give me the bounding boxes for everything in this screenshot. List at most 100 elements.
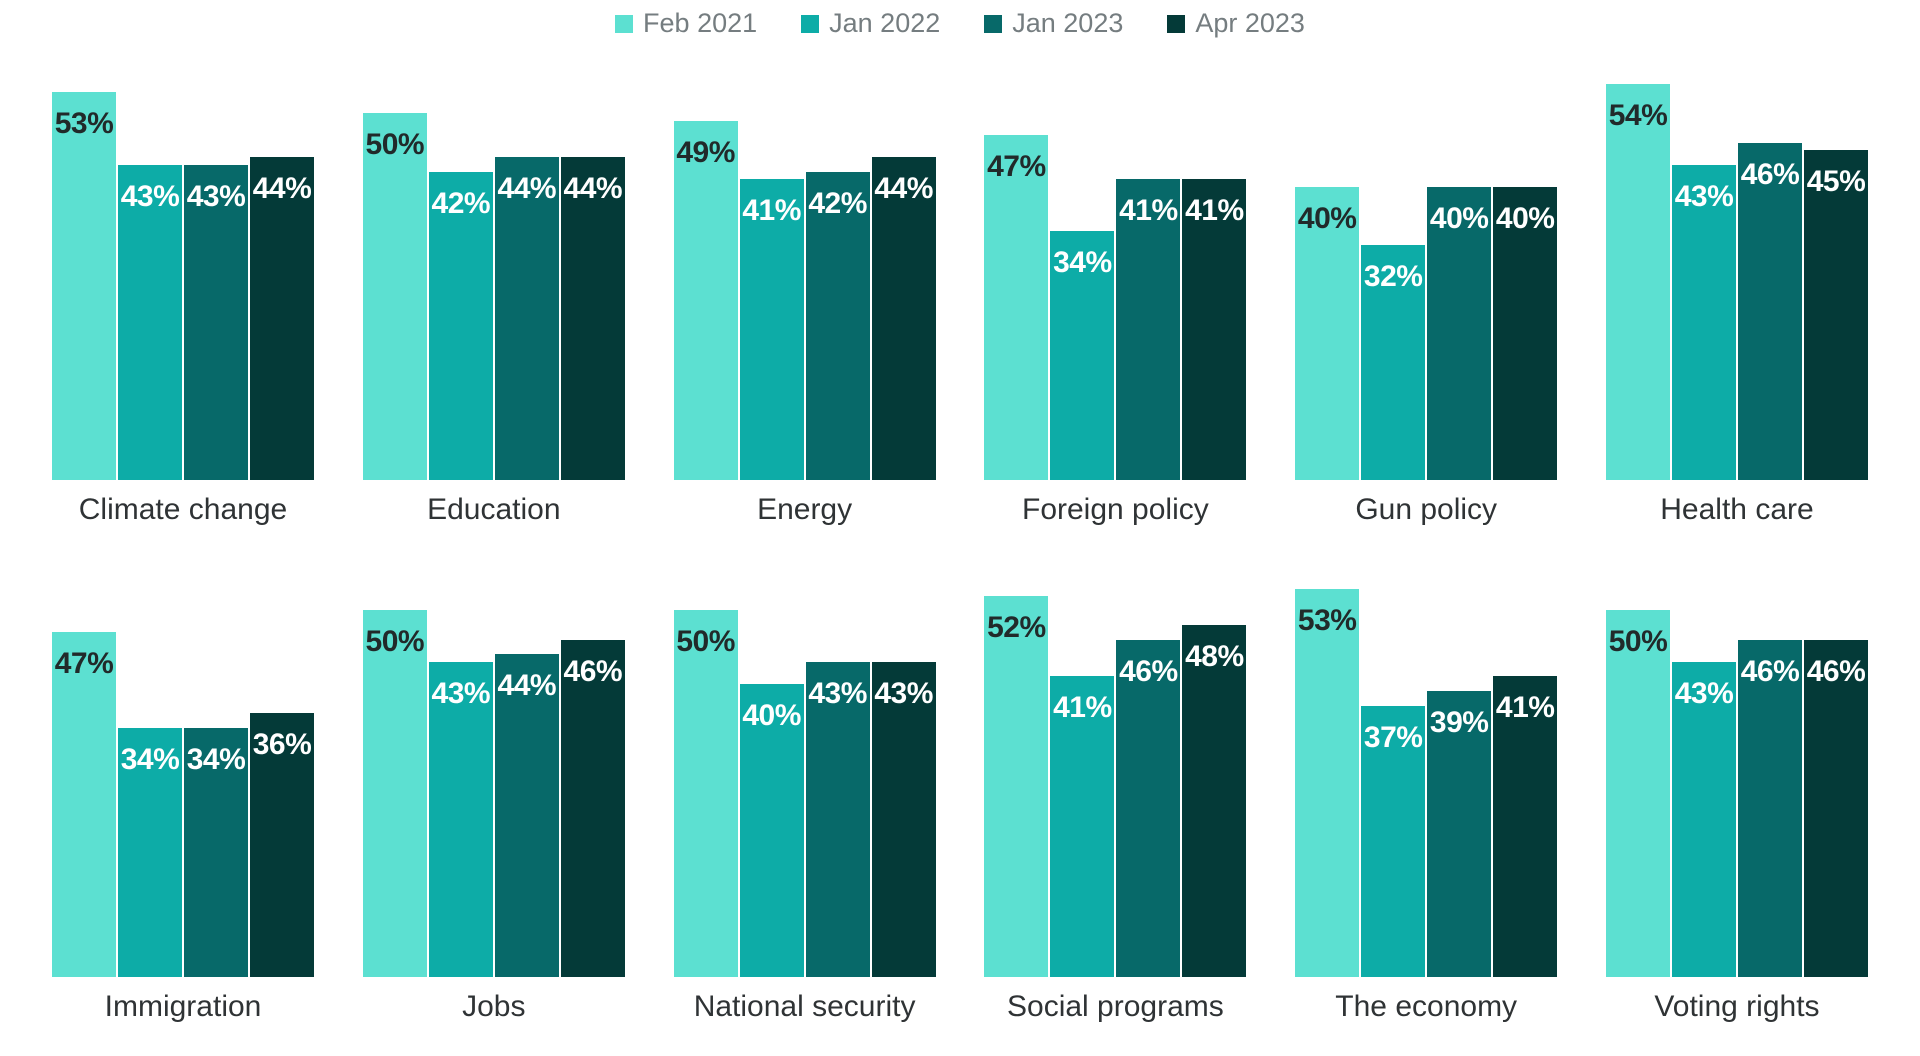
bar-value-label: 47% xyxy=(54,647,114,680)
bar-feb-2021: 40% xyxy=(1295,187,1360,480)
bar-jan-2022: 43% xyxy=(428,662,493,977)
bar-value-label: 53% xyxy=(54,107,114,140)
bar-value-label: 40% xyxy=(1429,202,1489,235)
bar-group: 50% 43% 46% 46% xyxy=(1605,567,1868,977)
legend-item-jan-2023: Jan 2023 xyxy=(984,10,1123,37)
bar-value-label: 50% xyxy=(1608,625,1668,658)
bar-apr-2023: 45% xyxy=(1803,150,1868,480)
bar-jan-2022: 40% xyxy=(739,684,804,977)
bar-jan-2023: 44% xyxy=(494,157,559,480)
bar-jan-2022: 34% xyxy=(118,728,182,977)
bar-value-label: 44% xyxy=(563,172,623,205)
bar-value-label: 46% xyxy=(1740,655,1800,688)
bar-value-label: 54% xyxy=(1608,99,1668,132)
bar-value-label: 40% xyxy=(1297,202,1357,235)
bar-apr-2023: 40% xyxy=(1493,187,1558,480)
bar-jan-2022: 37% xyxy=(1361,706,1426,977)
bar-value-label: 44% xyxy=(497,669,557,702)
mini-chart-climate-change: 53% 43% 43% 44% Climate change xyxy=(52,70,314,525)
bar-value-label: 34% xyxy=(120,743,180,776)
bar-value-label: 43% xyxy=(808,677,867,710)
mini-chart-the-economy: 53% 37% 39% 41% The economy xyxy=(1295,567,1558,1022)
category-label: Foreign policy xyxy=(1022,493,1209,526)
bar-value-label: 47% xyxy=(987,150,1046,183)
bar-group: 50% 42% 44% 44% xyxy=(362,70,625,480)
category-label: Voting rights xyxy=(1654,990,1820,1023)
mini-chart-gun-policy: 40% 32% 40% 40% Gun policy xyxy=(1295,70,1558,526)
chart-row-top: 53% 43% 43% 44% Climate change 50% 42% 44% 44%… xyxy=(52,70,1868,525)
bar-apr-2023: 46% xyxy=(560,640,625,977)
bar-value-label: 53% xyxy=(1297,604,1357,637)
legend-item-label: Apr 2023 xyxy=(1195,8,1305,38)
mini-chart-jobs: 50% 43% 44% 46% Jobs xyxy=(362,567,625,1023)
mini-chart-education: 50% 42% 44% 44% Education xyxy=(362,70,625,526)
bar-feb-2021: 53% xyxy=(52,92,116,480)
bar-jan-2022: 43% xyxy=(118,165,182,480)
bar-group: 47% 34% 41% 41% xyxy=(984,70,1247,480)
category-label: Health care xyxy=(1660,493,1814,526)
bar-group: 50% 43% 44% 46% xyxy=(362,567,625,977)
bar-value-label: 34% xyxy=(1053,246,1112,279)
bar-value-label: 43% xyxy=(874,677,933,710)
bar-jan-2023: 40% xyxy=(1427,187,1492,480)
bar-jan-2023: 41% xyxy=(1116,179,1181,480)
category-label: Jobs xyxy=(462,990,526,1023)
bar-value-label: 46% xyxy=(563,655,623,688)
bar-jan-2023: 43% xyxy=(805,662,870,977)
bar-jan-2022: 41% xyxy=(1050,676,1115,977)
legend-item-label: Feb 2021 xyxy=(643,8,758,38)
mini-chart-foreign-policy: 47% 34% 41% 41% Foreign policy xyxy=(984,70,1247,526)
bar-value-label: 42% xyxy=(808,187,867,220)
mini-chart-immigration: 47% 34% 34% 36% Immigration xyxy=(52,567,314,1022)
bar-jan-2022: 42% xyxy=(428,172,493,480)
bar-feb-2021: 52% xyxy=(984,596,1049,977)
bar-value-label: 44% xyxy=(874,172,933,205)
bar-jan-2023: 46% xyxy=(1737,143,1802,480)
bar-value-label: 44% xyxy=(497,172,557,205)
bar-group: 52% 41% 46% 48% xyxy=(984,567,1247,977)
bar-value-label: 43% xyxy=(1674,677,1734,710)
mini-chart-social-programs: 52% 41% 46% 48% Social programs xyxy=(984,567,1247,1022)
bar-apr-2023: 44% xyxy=(250,157,314,480)
bar-group: 49% 41% 42% 44% xyxy=(673,70,936,480)
bar-value-label: 34% xyxy=(186,743,246,776)
bar-feb-2021: 50% xyxy=(673,610,738,977)
legend-swatch-icon xyxy=(615,14,634,33)
bar-feb-2021: 47% xyxy=(984,135,1049,480)
bar-value-label: 43% xyxy=(120,180,180,213)
bar-value-label: 41% xyxy=(742,194,801,227)
bar-value-label: 46% xyxy=(1806,655,1866,688)
bar-value-label: 52% xyxy=(987,611,1046,644)
bar-jan-2022: 43% xyxy=(1671,165,1736,480)
bar-value-label: 46% xyxy=(1740,158,1800,191)
bar-jan-2023: 39% xyxy=(1427,691,1492,977)
bar-value-label: 43% xyxy=(431,677,491,710)
mini-chart-voting-rights: 50% 43% 46% 46% Voting rights xyxy=(1605,567,1868,1023)
bar-jan-2023: 43% xyxy=(184,165,248,480)
bar-apr-2023: 44% xyxy=(560,157,625,480)
category-label: Immigration xyxy=(104,990,262,1023)
mini-chart-national-security: 50% 40% 43% 43% National security xyxy=(673,567,936,1023)
bar-jan-2023: 44% xyxy=(494,654,559,977)
bar-value-label: 40% xyxy=(742,699,801,732)
bar-apr-2023: 41% xyxy=(1493,676,1558,977)
category-label: Education xyxy=(427,493,561,526)
category-label: Gun policy xyxy=(1355,493,1498,526)
category-label: Energy xyxy=(757,493,853,526)
bar-value-label: 41% xyxy=(1053,691,1112,724)
bar-jan-2022: 41% xyxy=(739,179,804,480)
bar-group: 54% 43% 46% 45% xyxy=(1605,70,1868,480)
mini-chart-energy: 49% 41% 42% 44% Energy xyxy=(673,70,936,526)
mini-chart-health-care: 54% 43% 46% 45% Health care xyxy=(1605,70,1868,526)
bar-value-label: 37% xyxy=(1363,721,1423,754)
category-label: National security xyxy=(693,990,916,1023)
bar-apr-2023: 44% xyxy=(871,157,936,480)
bar-group: 53% 37% 39% 41% xyxy=(1295,567,1558,977)
legend-item-jan-2022: Jan 2022 xyxy=(801,10,940,37)
bar-value-label: 43% xyxy=(186,180,246,213)
legend-item-apr-2023: Apr 2023 xyxy=(1167,10,1305,37)
bar-value-label: 49% xyxy=(676,136,735,169)
bar-value-label: 41% xyxy=(1119,194,1178,227)
legend-swatch-icon xyxy=(1167,14,1186,33)
bar-feb-2021: 50% xyxy=(1605,610,1670,977)
